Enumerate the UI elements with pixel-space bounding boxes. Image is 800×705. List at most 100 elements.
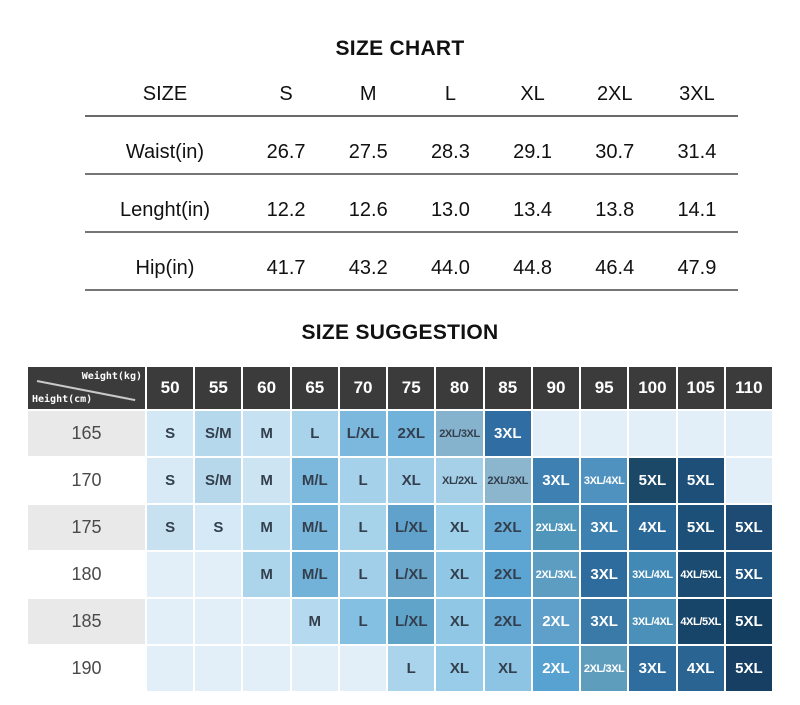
- size-suggestion-cell: 2XL: [484, 505, 531, 550]
- weight-col-header: 55: [195, 367, 242, 409]
- size-suggestion-cell: M/L: [291, 458, 338, 503]
- size-suggestion-cell: 2XL: [388, 411, 435, 456]
- size-chart-table: SIZE S M L XL 2XL 3XL Waist(in) 26.7 27.5 28.3 29.1…: [85, 74, 738, 291]
- size-suggestion-cell: 3XL: [629, 646, 676, 691]
- size-chart-cell: 12.2: [266, 199, 306, 221]
- size-suggestion-cell: L/XL: [388, 505, 435, 550]
- size-chart-header-row: SIZE S M L XL 2XL 3XL: [85, 74, 738, 117]
- size-suggestion-cell: 3XL/4XL: [629, 552, 676, 597]
- height-row-label: 170: [28, 458, 145, 503]
- size-chart-cell: 13.8: [595, 199, 635, 221]
- size-chart-cell: 44.8: [513, 257, 553, 279]
- size-chart-cell: 14.1: [677, 199, 717, 221]
- size-suggestion-title: SIZE SUGGESTION: [301, 321, 499, 344]
- height-row-label: 180: [28, 552, 145, 597]
- weight-col-header: 85: [484, 367, 531, 409]
- weight-col-header: 110: [725, 367, 772, 409]
- size-suggestion-row: 170 S S/M M M/L L XL XL/2XL 2XL/3XL 3XL 3XL/4XL 5XL…: [28, 458, 772, 503]
- empty-cell: [725, 411, 772, 456]
- size-chart-col-header: 3XL: [679, 83, 715, 105]
- size-suggestion-cell: 2XL/3XL: [532, 552, 580, 597]
- size-suggestion-cell: 2XL/3XL: [581, 646, 628, 691]
- size-suggestion-cell: S: [147, 458, 194, 503]
- size-suggestion-cell: 3XL: [581, 599, 628, 644]
- size-chart-cell: 31.4: [677, 141, 717, 163]
- size-suggestion-row: 175 S S M M/L L L/XL XL 2XL 2XL/3XL 3XL 4XL 5XL 5XL: [28, 505, 772, 550]
- size-suggestion-cell: L: [339, 505, 387, 550]
- size-suggestion-cell: 5XL: [725, 552, 772, 597]
- weight-col-header: 95: [581, 367, 628, 409]
- size-chart-cell: 47.9: [677, 257, 717, 279]
- empty-cell: [677, 411, 724, 456]
- size-suggestion-cell: 2XL: [532, 646, 580, 691]
- size-suggestion-cell: XL: [436, 646, 483, 691]
- size-suggestion-cell: 5XL: [725, 505, 772, 550]
- size-suggestion-cell: M/L: [291, 552, 338, 597]
- empty-cell: [243, 599, 290, 644]
- size-suggestion-cell: L/XL: [388, 552, 435, 597]
- size-suggestion-cell: 4XL/5XL: [677, 552, 724, 597]
- weight-height-corner-cell: Weight(kg) Height(cm): [28, 367, 145, 409]
- size-chart-cell: 26.7: [266, 141, 306, 163]
- size-chart-col-header: 2XL: [596, 83, 633, 105]
- size-chart-col-header: L: [444, 83, 456, 105]
- size-chart-row-label: Hip(in): [135, 257, 195, 279]
- weight-col-header: 65: [291, 367, 338, 409]
- empty-cell: [147, 552, 194, 597]
- height-row-label: 185: [28, 599, 145, 644]
- size-chart-cell: 29.1: [513, 141, 553, 163]
- empty-cell: [339, 646, 387, 691]
- size-suggestion-cell: L/XL: [339, 411, 387, 456]
- empty-cell: [291, 646, 338, 691]
- size-suggestion-cell: 2XL/3XL: [436, 411, 483, 456]
- size-suggestion-cell: L/XL: [388, 599, 435, 644]
- size-suggestion-cell: L: [339, 458, 387, 503]
- size-suggestion-cell: XL: [388, 458, 435, 503]
- size-suggestion-cell: M: [243, 505, 290, 550]
- size-suggestion-cell: 3XL/4XL: [581, 458, 628, 503]
- size-suggestion-cell: 3XL: [581, 505, 628, 550]
- size-suggestion-cell: S: [147, 505, 194, 550]
- size-suggestion-cell: M: [243, 458, 290, 503]
- size-suggestion-row: 185 M L L/XL XL 2XL 2XL 3XL 3XL/4XL 4XL/5XL 5XL: [28, 599, 772, 644]
- size-suggestion-cell: XL: [436, 505, 483, 550]
- height-row-label: 175: [28, 505, 145, 550]
- weight-col-header: 100: [629, 367, 676, 409]
- size-suggestion-cell: 5XL: [725, 646, 772, 691]
- size-suggestion-cell: 3XL: [484, 411, 531, 456]
- size-suggestion-cell: 2XL: [484, 552, 531, 597]
- weight-col-header: 105: [677, 367, 724, 409]
- weight-col-header: 90: [532, 367, 580, 409]
- size-chart-cell: 13.0: [430, 199, 470, 221]
- size-suggestion-row: 190 L XL XL 2XL 2XL/3XL 3XL 4XL 5XL: [28, 646, 772, 691]
- size-chart-cell: 43.2: [348, 257, 388, 279]
- size-suggestion-cell: 3XL/4XL: [629, 599, 676, 644]
- empty-cell: [195, 599, 242, 644]
- height-row-label: 165: [28, 411, 145, 456]
- size-suggestion-cell: M: [243, 411, 290, 456]
- size-suggestion-cell: M/L: [291, 505, 338, 550]
- size-suggestion-cell: M: [291, 599, 338, 644]
- weight-col-header: 75: [388, 367, 435, 409]
- size-suggestion-cell: S: [147, 411, 194, 456]
- size-chart-row-label: Lenght(in): [119, 199, 211, 221]
- size-suggestion-row: 180 M M/L L L/XL XL 2XL 2XL/3XL 3XL 3XL/4XL 4XL/5X…: [28, 552, 772, 597]
- size-suggestion-cell: XL: [436, 599, 483, 644]
- empty-cell: [195, 646, 242, 691]
- size-suggestion-cell: 4XL: [677, 646, 724, 691]
- empty-cell: [532, 411, 580, 456]
- size-chart-cell: 46.4: [595, 257, 635, 279]
- size-suggestion-cell: XL/2XL: [436, 458, 483, 503]
- size-suggestion-row: 165 S S/M M L L/XL 2XL 2XL/3XL 3XL: [28, 411, 772, 456]
- size-chart-cell: 27.5: [348, 141, 388, 163]
- size-suggestion-cell: 5XL: [725, 599, 772, 644]
- empty-cell: [629, 411, 676, 456]
- empty-cell: [725, 458, 772, 503]
- size-chart-col-header: S: [279, 83, 293, 105]
- size-chart-cell: 41.7: [266, 257, 306, 279]
- weight-col-header: 50: [147, 367, 194, 409]
- size-suggestion-cell: 2XL/3XL: [484, 458, 531, 503]
- size-suggestion-cell: S/M: [195, 458, 242, 503]
- size-chart-cell: 44.0: [430, 257, 470, 279]
